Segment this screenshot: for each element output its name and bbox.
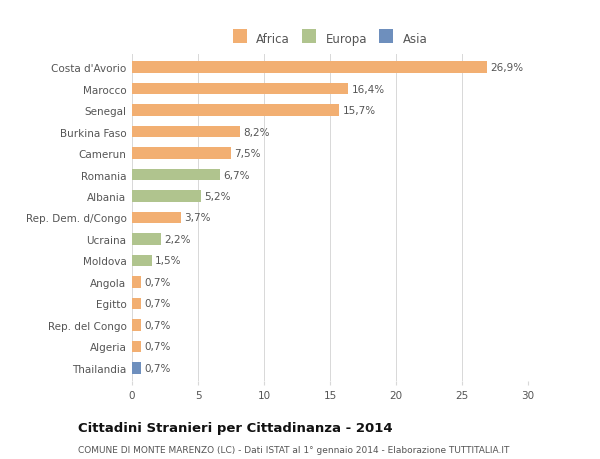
Bar (132, 255, 152, 267)
Bar (132, 276, 141, 288)
Bar (132, 212, 181, 224)
Bar (132, 169, 220, 181)
Bar (132, 319, 141, 331)
Bar (132, 84, 349, 95)
Bar (132, 62, 487, 74)
Bar (132, 341, 141, 353)
Text: 0,7%: 0,7% (145, 299, 171, 309)
Legend: Africa, Europa, Asia: Africa, Europa, Asia (233, 33, 427, 46)
Text: 0,7%: 0,7% (145, 277, 171, 287)
Text: 6,7%: 6,7% (224, 170, 250, 180)
Bar (132, 148, 231, 160)
Text: 7,5%: 7,5% (235, 149, 261, 159)
Text: 5,2%: 5,2% (204, 191, 230, 202)
Text: 0,7%: 0,7% (145, 341, 171, 352)
Text: 26,9%: 26,9% (490, 63, 524, 73)
Text: 1,5%: 1,5% (155, 256, 182, 266)
Bar (132, 362, 141, 374)
Bar (132, 190, 200, 202)
Bar (132, 126, 240, 138)
Text: 0,7%: 0,7% (145, 363, 171, 373)
Text: 0,7%: 0,7% (145, 320, 171, 330)
Text: 15,7%: 15,7% (343, 106, 376, 116)
Text: 2,2%: 2,2% (164, 235, 191, 245)
Text: Cittadini Stranieri per Cittadinanza - 2014: Cittadini Stranieri per Cittadinanza - 2… (78, 421, 392, 434)
Text: 16,4%: 16,4% (352, 84, 385, 95)
Text: 3,7%: 3,7% (184, 213, 211, 223)
Bar (132, 234, 161, 246)
Text: COMUNE DI MONTE MARENZO (LC) - Dati ISTAT al 1° gennaio 2014 - Elaborazione TUTT: COMUNE DI MONTE MARENZO (LC) - Dati ISTA… (78, 445, 509, 454)
Bar (132, 105, 339, 117)
Bar (132, 298, 141, 310)
Text: 8,2%: 8,2% (244, 127, 270, 137)
